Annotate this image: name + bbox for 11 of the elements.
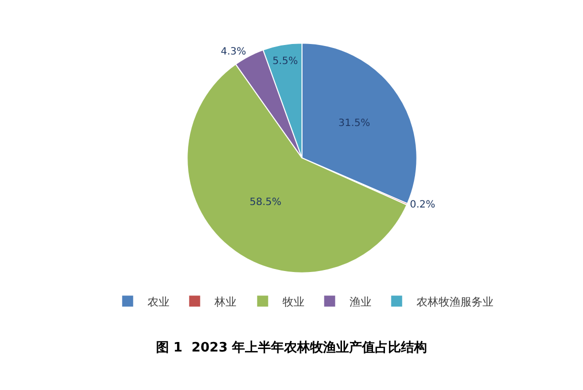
text: 图 1 2023 年上半年农林牧渔业产值占比结构 bbox=[156, 340, 428, 356]
legend-label: 农业 bbox=[148, 295, 170, 308]
data-label: 0.2% bbox=[410, 200, 436, 211]
legend-label: 渔业 bbox=[350, 295, 372, 308]
legend-label: 林业 bbox=[214, 295, 237, 308]
legend-label: 农林牧渔服务业 bbox=[416, 295, 494, 308]
data-label: 5.5% bbox=[272, 56, 298, 67]
legend-label: 牧业 bbox=[282, 295, 305, 308]
data-label: 31.5% bbox=[338, 118, 370, 130]
data-label: 4.3% bbox=[220, 46, 246, 58]
data-label: 58.5% bbox=[250, 196, 282, 208]
